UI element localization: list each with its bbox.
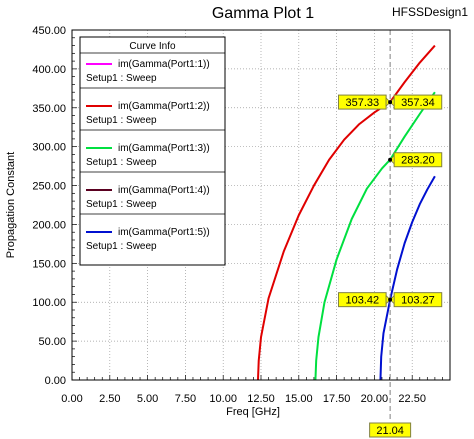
design-name: HFSSDesign1	[392, 5, 468, 19]
legend-series-name: im(Gamma(Port1:5))	[118, 227, 210, 238]
x-tick-label: 20.00	[361, 393, 389, 405]
marker-left-value: 103.42	[345, 295, 379, 307]
x-tick-label: 5.00	[137, 393, 158, 405]
y-tick-label: 150.00	[32, 258, 66, 270]
legend-series-setup: Setup1 : Sweep	[86, 73, 157, 84]
marker-right-value: 103.27	[401, 295, 435, 307]
legend-title: Curve Info	[129, 41, 176, 52]
marker-right-value: 357.34	[401, 97, 435, 109]
markers: 357.33 357.34 283.20 103.42 103.27 21.04	[338, 94, 443, 438]
y-tick-label: 50.00	[38, 336, 66, 348]
series-group	[256, 44, 436, 381]
x-tick-label: 0.00	[61, 393, 82, 405]
x-tick-label: 12.50	[247, 393, 275, 405]
legend-series-setup: Setup1 : Sweep	[86, 241, 157, 252]
marker-point	[388, 100, 393, 105]
marker-right-value: 283.20	[401, 155, 435, 167]
marker-point	[388, 157, 393, 162]
x-tick-label: 15.00	[285, 393, 313, 405]
y-axis-ticks: 0.00 50.00 100.00 150.00 200.00 250.00 300.00 3…	[32, 25, 77, 387]
marker-x-value-box	[369, 422, 412, 438]
legend-box	[79, 36, 226, 266]
legend-series-name: im(Gamma(Port1:4))	[118, 185, 210, 196]
marker-x-value: 21.04	[376, 425, 404, 437]
x-axis-title: Freq [GHz]	[226, 406, 280, 418]
y-tick-label: 300.00	[32, 142, 66, 154]
y-tick-label: 400.00	[32, 64, 66, 76]
y-tick-label: 450.00	[32, 25, 66, 37]
legend-series-name: im(Gamma(Port1:1))	[118, 59, 210, 70]
legend-series-name: im(Gamma(Port1:3))	[118, 143, 210, 154]
y-tick-label: 100.00	[32, 297, 66, 309]
series-line-3	[314, 91, 436, 381]
legend-series-setup: Setup1 : Sweep	[86, 199, 157, 210]
legend-series-name: im(Gamma(Port1:2))	[118, 101, 210, 112]
x-tick-label: 2.50	[99, 393, 120, 405]
y-axis-title: Propagation Constant	[5, 152, 17, 258]
y-tick-label: 0.00	[45, 375, 66, 387]
y-tick-label: 200.00	[32, 219, 66, 231]
legend-series-setup: Setup1 : Sweep	[86, 115, 157, 126]
chart-title: Gamma Plot 1	[212, 5, 314, 22]
legend: Curve Info im(Gamma(Port1:1)) Setup1 : Swe…	[79, 36, 226, 266]
x-tick-label: 17.50	[323, 393, 351, 405]
y-tick-label: 250.00	[32, 181, 66, 193]
x-tick-label: 22.50	[398, 393, 426, 405]
marker-left-value: 357.33	[345, 97, 379, 109]
marker-point	[388, 297, 393, 302]
series-line-2	[256, 44, 436, 381]
legend-series-setup: Setup1 : Sweep	[86, 157, 157, 168]
y-tick-label: 350.00	[32, 103, 66, 115]
x-axis-ticks: 0.00 2.50 5.00 7.50 10.00 12.50 15.00 17.50 20.0…	[61, 375, 451, 405]
x-tick-label: 7.50	[175, 393, 196, 405]
series-line-5	[379, 175, 436, 381]
x-tick-label: 10.00	[209, 393, 237, 405]
